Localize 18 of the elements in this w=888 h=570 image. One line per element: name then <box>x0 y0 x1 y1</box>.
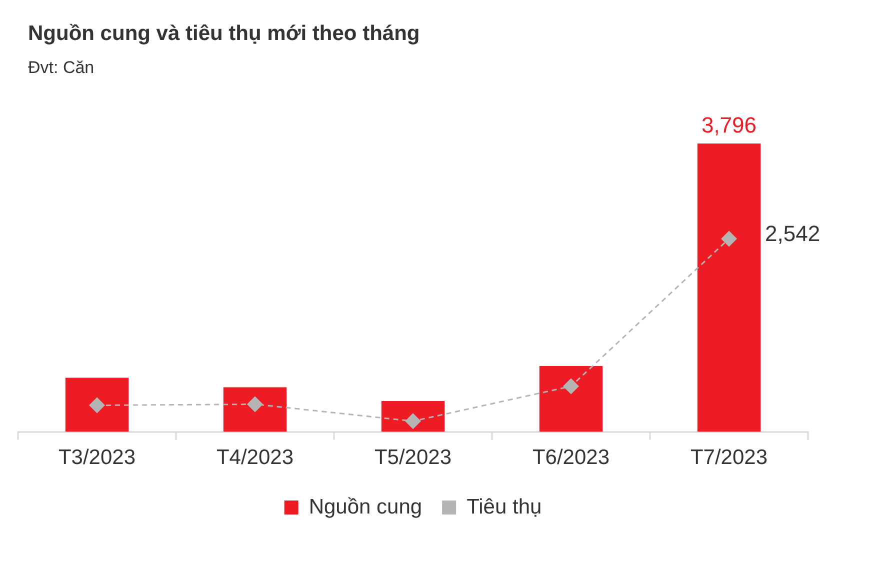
x-tick-label: T7/2023 <box>690 446 768 470</box>
bar <box>697 143 761 432</box>
x-tick-label: T3/2023 <box>58 446 136 470</box>
legend-label: Tiêu thụ <box>466 495 542 518</box>
x-tick-label: T6/2023 <box>532 446 610 470</box>
point <box>721 230 737 247</box>
x-tick-label: T4/2023 <box>216 446 294 470</box>
x-tick-label: T5/2023 <box>374 446 452 470</box>
data-label: 2,542 <box>765 220 820 246</box>
chart-title: Nguồn cung và tiêu thụ mới theo tháng <box>28 22 421 46</box>
bar <box>223 387 287 432</box>
bar <box>65 378 129 432</box>
bar <box>539 366 603 432</box>
bar <box>381 401 445 432</box>
data-label: 3,796 <box>701 112 757 138</box>
chart-subtitle: Đvt: Căn <box>28 58 96 78</box>
legend-label: Nguồn cung <box>308 495 422 518</box>
point <box>563 378 579 394</box>
